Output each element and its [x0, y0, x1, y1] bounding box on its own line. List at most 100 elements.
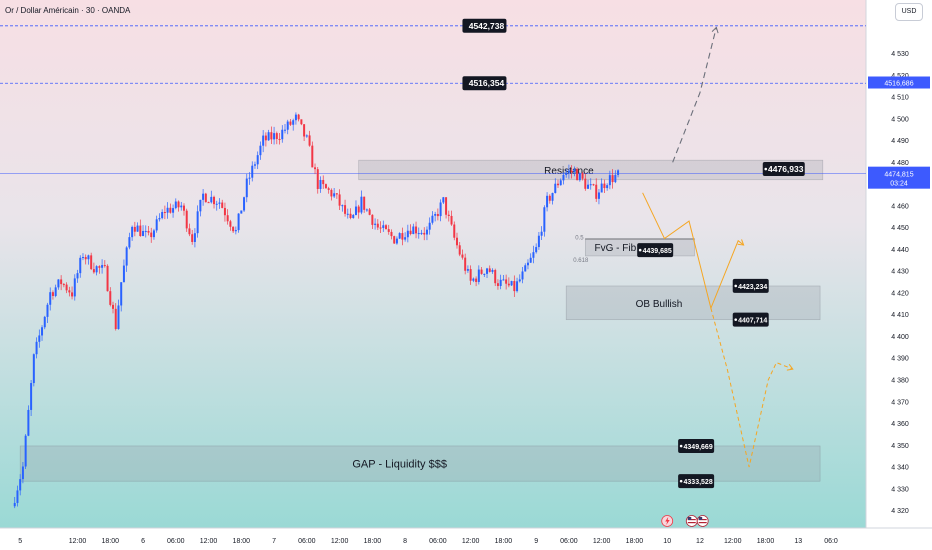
y-tick-label: 4 530	[891, 51, 909, 58]
candle-body	[54, 287, 57, 296]
candle-body	[488, 268, 491, 272]
candle-body	[346, 213, 349, 215]
candle-body	[128, 237, 131, 248]
x-tick-label: 8	[403, 538, 407, 545]
candle-body	[455, 237, 458, 246]
candle-body	[300, 119, 303, 125]
x-tick-label: 12:00	[593, 538, 611, 545]
candle-body	[521, 271, 524, 280]
candle-body	[576, 169, 579, 181]
candle-body	[169, 207, 172, 213]
candle-body	[199, 199, 202, 212]
candle-body	[19, 479, 22, 491]
candle-body	[90, 255, 93, 270]
candle-body	[554, 183, 557, 193]
zone-box	[565, 285, 821, 321]
candle-body	[188, 228, 191, 235]
level-tag	[462, 76, 507, 91]
candle-body	[95, 266, 98, 273]
candle-body	[425, 229, 428, 235]
y-tick-label: 4 520	[891, 73, 909, 80]
x-tick-label: 18:00	[233, 538, 251, 545]
candle-body	[314, 167, 317, 170]
flag-stripe	[687, 519, 696, 521]
candle-body	[431, 215, 434, 223]
level-tag	[637, 243, 674, 258]
candle-body	[390, 231, 393, 237]
candle-body	[71, 292, 74, 297]
candle-body	[354, 206, 357, 215]
candle-body	[147, 230, 150, 233]
y-tick-label: 4 450	[891, 225, 909, 232]
candle-body	[592, 184, 595, 186]
candle-body	[368, 209, 371, 215]
candle-body	[606, 185, 609, 189]
candle-body	[273, 133, 276, 140]
candle-body	[60, 279, 63, 285]
candle-body	[207, 202, 210, 204]
candle-body	[570, 170, 573, 173]
candle-body	[275, 133, 278, 139]
candle-body	[62, 284, 65, 286]
x-tick-label: 18:00	[102, 538, 120, 545]
candle-body	[262, 135, 265, 146]
level-tag-label: 4407,714	[738, 318, 767, 325]
candle-body	[185, 210, 188, 229]
level-tag-dot	[734, 284, 738, 288]
level-tag	[762, 162, 805, 177]
current-price-label: 4474,815	[884, 172, 913, 179]
candle-body	[112, 304, 115, 309]
level-tag-label: 4439,685	[643, 248, 672, 255]
candle-body	[617, 170, 620, 175]
candle-body	[587, 184, 590, 189]
candle-body	[584, 178, 587, 189]
candle-body	[133, 226, 136, 232]
x-tick-label: 12:00	[200, 538, 218, 545]
candle-body	[180, 205, 183, 208]
candle-body	[349, 213, 352, 218]
candle-body	[27, 409, 30, 436]
candle-body	[161, 212, 164, 219]
y-tick-label: 4 460	[891, 203, 909, 210]
y-tick-label: 4 380	[891, 378, 909, 385]
projection-path	[642, 192, 744, 310]
candle-body	[374, 223, 377, 225]
currency-button[interactable]: USD	[895, 3, 923, 21]
candle-body	[420, 232, 423, 234]
lightning-glyph	[665, 517, 670, 525]
x-tick-label: 7	[272, 538, 276, 545]
candle-body	[84, 257, 87, 260]
x-tick-label: 06:00	[167, 538, 185, 545]
candle-body	[150, 232, 153, 238]
candle-body	[376, 223, 379, 228]
x-tick-label: 18:00	[495, 538, 513, 545]
y-tick-label: 4 480	[891, 160, 909, 167]
y-tick-label: 4 410	[891, 312, 909, 319]
candle-body	[24, 435, 27, 467]
candle-body	[589, 184, 592, 186]
candle-body	[305, 135, 308, 137]
candle-body	[395, 238, 398, 244]
candle-body	[404, 237, 407, 240]
candle-body	[578, 173, 581, 181]
x-tick-label: 06:00	[560, 538, 578, 545]
candle-body	[57, 279, 60, 288]
candle-body	[144, 230, 147, 232]
candle-body	[308, 135, 311, 146]
candle-body	[13, 502, 16, 507]
candle-body	[92, 269, 95, 273]
candle-body	[294, 114, 297, 121]
candle-body	[333, 193, 336, 197]
candle-body	[41, 327, 44, 336]
candle-body	[270, 132, 273, 140]
candle-body	[172, 208, 175, 213]
candle-body	[496, 283, 499, 286]
flag-canton	[698, 517, 703, 520]
y-tick-label: 4 390	[891, 356, 909, 363]
zone-label: FvG - Fib	[594, 243, 636, 254]
candle-body	[16, 490, 19, 503]
candle-body	[49, 292, 52, 305]
level-tag-dot	[679, 444, 683, 448]
